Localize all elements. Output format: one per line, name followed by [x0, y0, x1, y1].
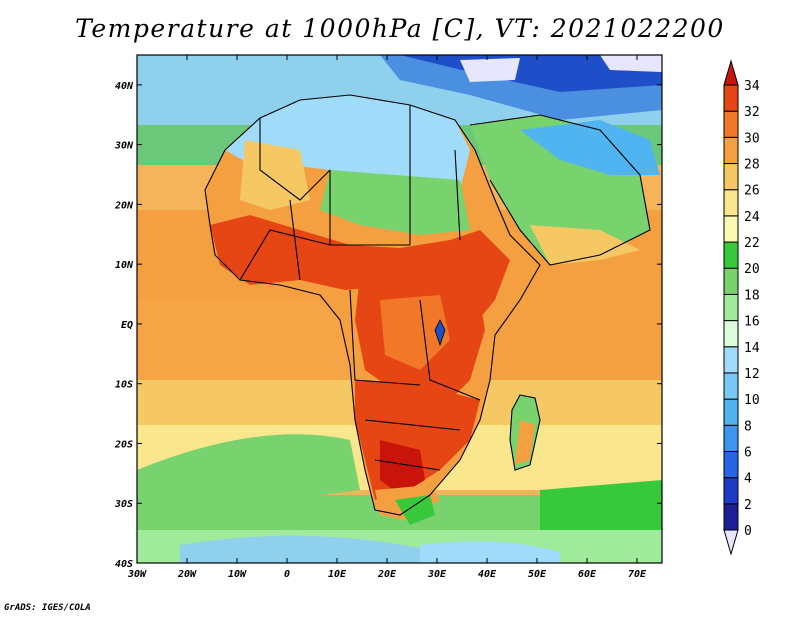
colorbar-swatch [723, 215, 739, 243]
lat-tick-label: 20N [114, 200, 134, 211]
colorbar-label: 4 [744, 472, 752, 487]
colorbar-swatch [723, 477, 739, 505]
colorbar-label: 28 [744, 158, 760, 173]
colorbar-swatch [723, 136, 739, 165]
lon-tick-label: 30W [127, 569, 147, 580]
colorbar-label: 22 [744, 236, 760, 251]
colorbar-swatch [723, 163, 739, 191]
lat-tick-label: 10N [115, 260, 134, 271]
lon-tick-label: 10W [228, 569, 247, 580]
lon-tick-label: 30E [427, 569, 447, 580]
lat-tick-label: EQ [121, 320, 133, 331]
lon-tick-label: 0 [284, 569, 290, 580]
colorbar-bottom-arrow [723, 529, 739, 556]
lon-tick-label: 70E [628, 569, 647, 580]
colorbar-top-arrow [723, 59, 739, 86]
colorbar-label: 32 [744, 105, 760, 120]
lat-tick-label: 20S [114, 439, 133, 450]
lat-tick-label: 10S [115, 380, 133, 391]
lat-tick-label: 40S [115, 559, 133, 570]
colorbar-label: 18 [744, 288, 760, 303]
colorbar-label: 14 [744, 341, 760, 356]
colorbar-swatch [723, 293, 739, 322]
lon-tick-label: 10E [328, 569, 347, 580]
grads-credit: GrADS: IGES/COLA [4, 603, 91, 613]
colorbar-label: 2 [744, 498, 752, 513]
colorbar-label: 30 [744, 131, 760, 146]
colorbar-swatch [723, 84, 739, 112]
colorbar-swatch [723, 320, 739, 348]
colorbar-label: 20 [744, 262, 760, 277]
colorbar-label: 26 [744, 184, 760, 199]
axis-labels: 30W 20W 10W 0 10E 20E 30E 40E 50E 60E 70E 40S 30S 20S… [114, 55, 662, 580]
colorbar-label: 6 [744, 445, 752, 460]
colorbar-label: 16 [744, 315, 760, 330]
colorbar-swatch [723, 346, 739, 374]
lon-tick-label: 20W [177, 569, 197, 580]
colorbar-label: 12 [744, 367, 760, 382]
colorbar-swatch [723, 110, 739, 138]
colorbar-label: 0 [744, 524, 752, 539]
colorbar-swatch [723, 372, 739, 400]
lon-tick-label: 40E [478, 569, 497, 580]
colorbar-label: 24 [744, 210, 760, 225]
lon-tick-label: 20E [377, 569, 397, 580]
colorbar-swatch [723, 398, 739, 426]
lat-tick-label: 30N [114, 141, 134, 152]
colorbar-swatch [723, 189, 739, 217]
colorbar-label: 34 [744, 79, 760, 94]
lat-tick-label: 30S [114, 499, 133, 510]
colorbar-swatch [723, 241, 739, 269]
colorbar-label: 10 [744, 393, 760, 408]
map-title: Temperature at 1000hPa [C], VT: 20210222… [75, 14, 725, 43]
colorbar-swatch [723, 503, 739, 531]
colorbar-swatch [723, 424, 739, 452]
colorbar-swatch [723, 450, 739, 479]
lat-tick-label: 40N [115, 81, 134, 92]
colorbar-swatch [723, 267, 739, 295]
colorbar-label: 8 [744, 419, 752, 434]
lon-tick-label: 50E [528, 569, 547, 580]
map-frame [136, 54, 663, 564]
lon-tick-label: 60E [578, 569, 597, 580]
temperature-field [137, 55, 662, 563]
